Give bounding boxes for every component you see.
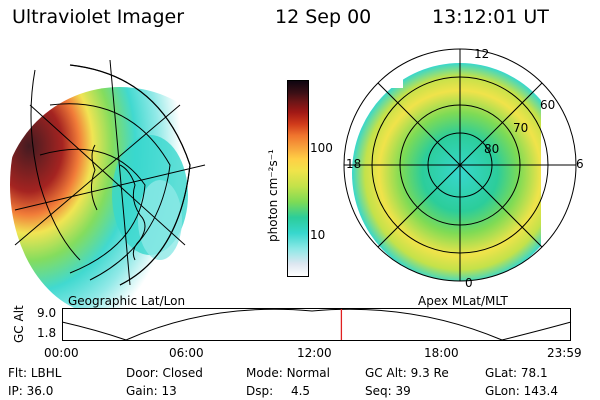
door-label: Door:	[126, 366, 159, 380]
right-map-label: Apex MLat/MLT	[418, 294, 508, 308]
apex-polar-map	[343, 48, 577, 282]
time-label: 13:12:01 UT	[432, 6, 549, 28]
geographic-map	[10, 59, 206, 315]
ip-label: IP:	[8, 384, 23, 398]
mlt-12-label: 12	[474, 47, 490, 61]
altitude-ytick-bottom: 1.8	[37, 326, 57, 340]
glat-label: GLat:	[485, 366, 518, 380]
door-value: Closed	[162, 366, 203, 380]
ip-value: 36.0	[26, 384, 54, 398]
dsp-label: Dsp:	[246, 384, 274, 398]
seq-label: Seq:	[365, 384, 392, 398]
date-label: 12 Sep 00	[275, 6, 372, 28]
glon-value: 143.4	[523, 384, 558, 398]
mlt-18-label: 18	[346, 157, 362, 171]
lat-70-label: 70	[513, 121, 529, 135]
mlt-6-label: 6	[576, 157, 584, 171]
mode-label: Mode:	[246, 366, 283, 380]
mlt-0-label: 0	[465, 276, 473, 290]
xtick-0000: 00:00	[44, 346, 79, 360]
colorbar-unit-label: photon cm⁻²s⁻¹	[266, 149, 280, 242]
altitude-ytick-top: 9.0	[37, 306, 57, 320]
colorbar-tick-100: 100	[310, 141, 333, 155]
colorbar-tick-10: 10	[310, 228, 326, 242]
dsp-value: 4.5	[290, 384, 311, 398]
colorbar	[287, 80, 309, 277]
xtick-1800: 18:00	[424, 346, 459, 360]
gcalt-label: GC Alt:	[365, 366, 407, 380]
gain-label: Gain:	[126, 384, 158, 398]
gcalt-value: 9.3 Re	[410, 366, 449, 380]
lat-60-label: 60	[540, 98, 556, 112]
glat-value: 78.1	[520, 366, 548, 380]
left-map-label: Geographic Lat/Lon	[68, 294, 186, 308]
gain-value: 13	[161, 384, 177, 398]
xtick-1200: 12:00	[297, 346, 332, 360]
mode-value: Normal	[286, 366, 330, 380]
glon-label: GLon:	[485, 384, 520, 398]
seq-value: 39	[395, 384, 411, 398]
altitude-ylabel: GC Alt	[12, 305, 26, 343]
flt-label: Flt:	[8, 366, 27, 380]
instrument-title: Ultraviolet Imager	[12, 6, 185, 28]
altitude-plot	[61, 308, 572, 341]
flt-value: LBHL	[30, 366, 62, 380]
xtick-0600: 06:00	[169, 346, 204, 360]
lat-80-label: 80	[484, 142, 500, 156]
xtick-2359: 23:59	[547, 346, 582, 360]
